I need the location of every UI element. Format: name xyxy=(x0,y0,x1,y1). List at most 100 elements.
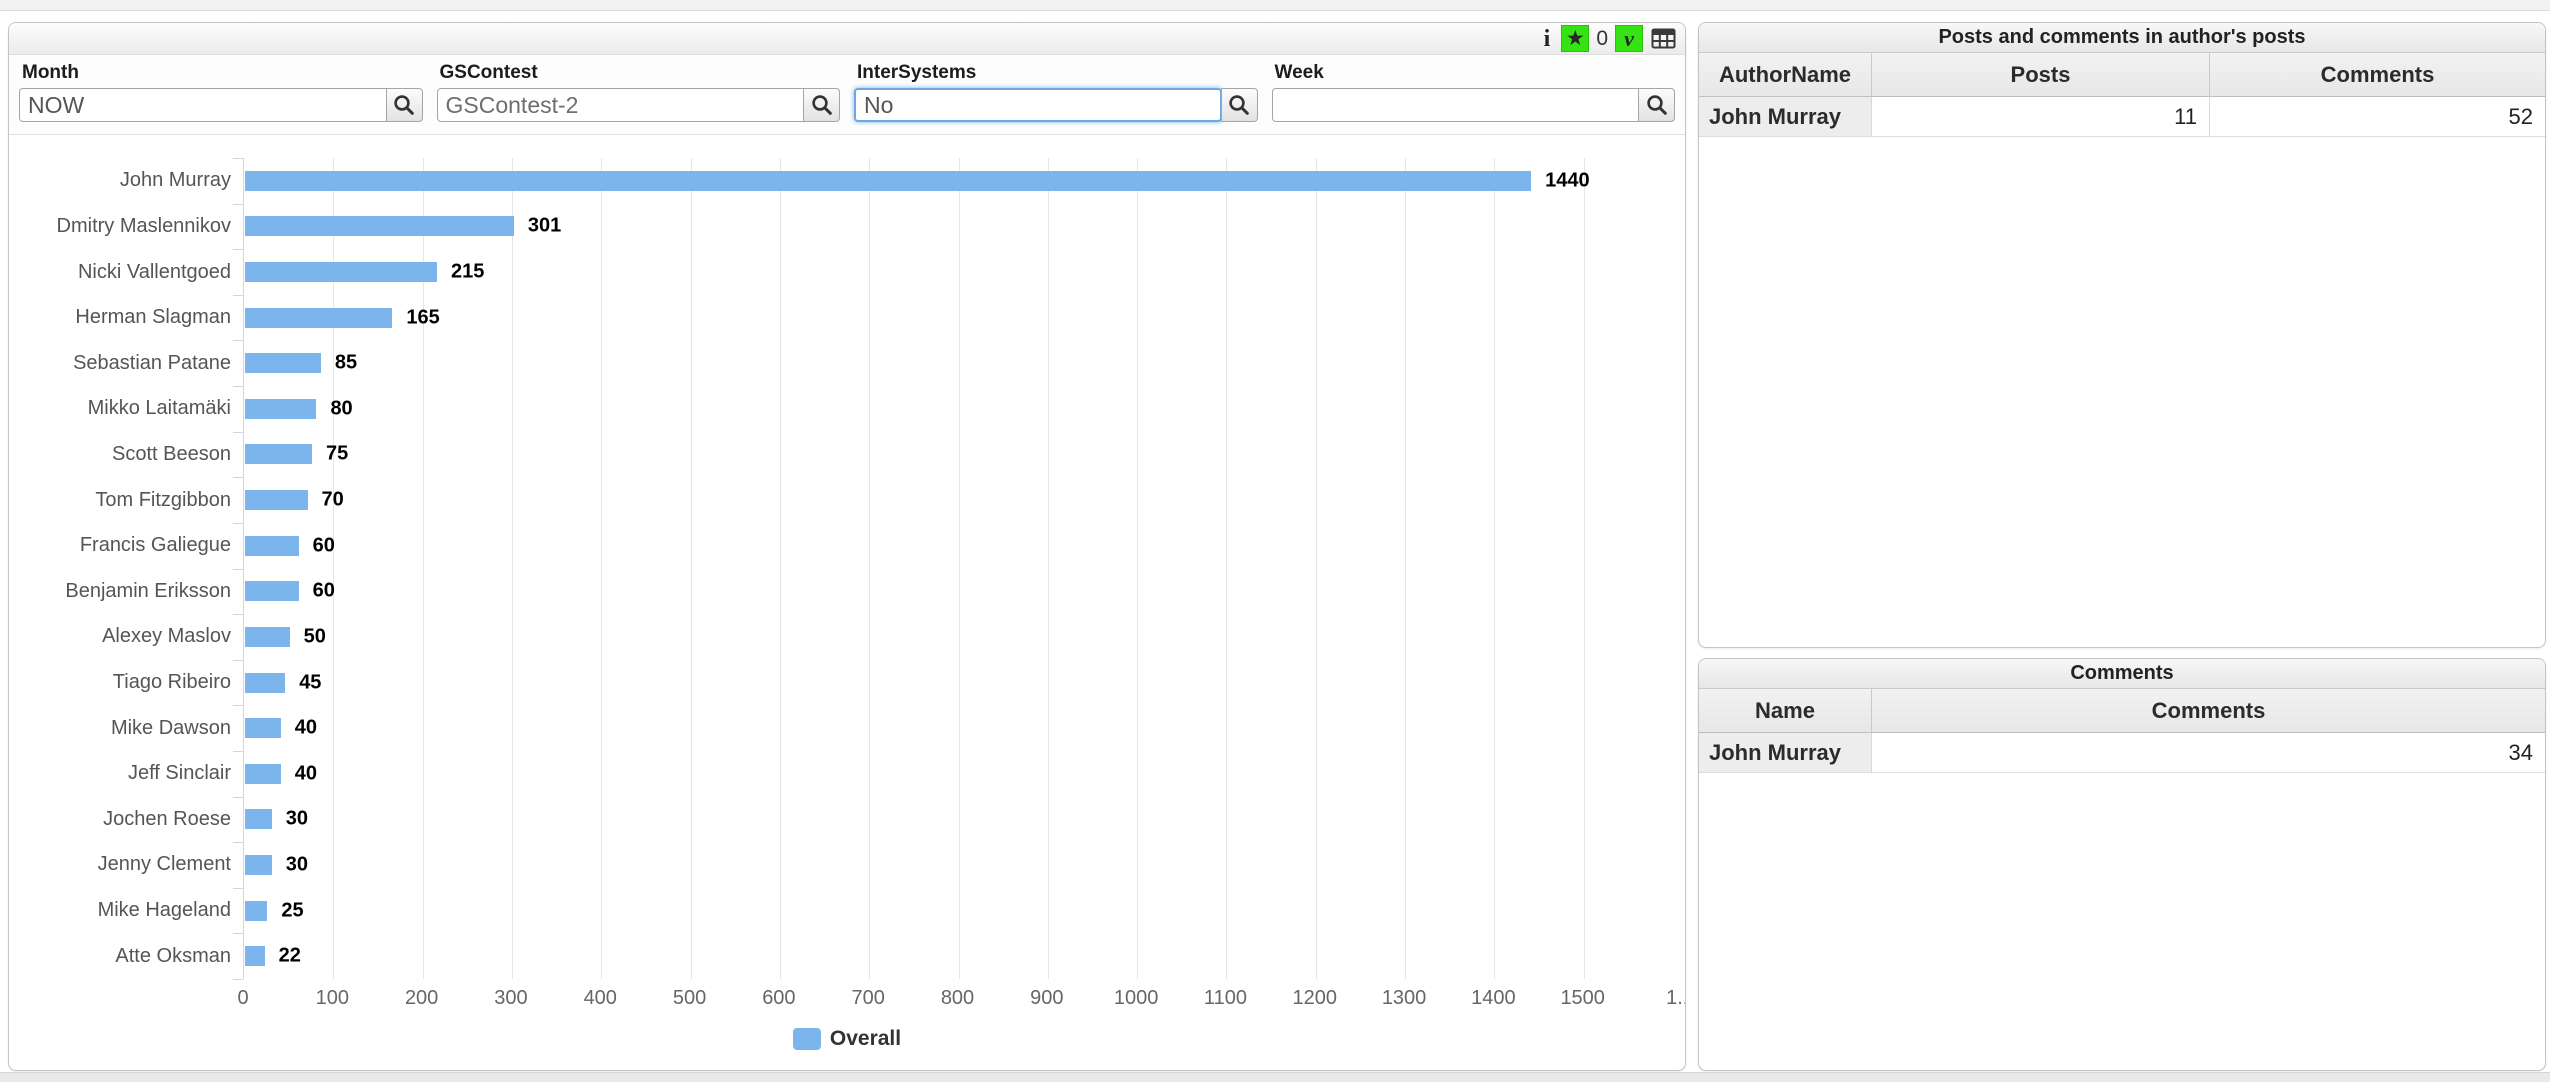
x-tick-label: 1200 xyxy=(1293,987,1338,1010)
data-label: 1440 xyxy=(1545,169,1590,192)
bar-jochen-roese[interactable] xyxy=(245,809,272,829)
table-view-button[interactable] xyxy=(1650,25,1677,52)
bar-sebastian-patane[interactable] xyxy=(245,353,321,373)
data-label: 60 xyxy=(313,534,335,557)
cell-posts: 11 xyxy=(1872,97,2210,137)
category-label: Mikko Laitamäki xyxy=(9,386,231,432)
intersystems-search-button[interactable] xyxy=(1221,88,1258,122)
x-tick-label: 700 xyxy=(852,987,885,1010)
check-button[interactable]: v xyxy=(1615,25,1643,52)
category-tick xyxy=(233,477,243,478)
x-tick-label: 800 xyxy=(941,987,974,1010)
filter-gscontest: GSContest xyxy=(437,59,841,122)
x-tick-label: 200 xyxy=(405,987,438,1010)
filter-bar: Month GSContest InterSystems xyxy=(9,55,1685,135)
bar-mikko-laitam-ki[interactable] xyxy=(245,399,316,419)
search-icon xyxy=(392,93,416,117)
bar-tiago-ribeiro[interactable] xyxy=(245,673,285,693)
filter-month-label: Month xyxy=(22,62,423,84)
bar-dmitry-maslennikov[interactable] xyxy=(245,216,514,236)
bar-herman-slagman[interactable] xyxy=(245,308,392,328)
col-comments[interactable]: Comments xyxy=(1872,689,2545,733)
category-tick xyxy=(233,158,243,159)
data-label: 50 xyxy=(304,625,326,648)
cell-comments: 52 xyxy=(2210,97,2545,137)
bar-row: 45 xyxy=(244,660,1672,706)
x-tick-label: 1500 xyxy=(1560,987,1605,1010)
info-icon[interactable]: i xyxy=(1540,27,1555,51)
bar-mike-hageland[interactable] xyxy=(245,901,267,921)
x-tick-label: 400 xyxy=(584,987,617,1010)
col-comments[interactable]: Comments xyxy=(2210,53,2545,97)
category-tick xyxy=(233,523,243,524)
plot-area: 1440301215165858075706060504540403030252… xyxy=(243,158,1672,979)
data-label: 215 xyxy=(451,261,484,284)
category-label: Jeff Sinclair xyxy=(9,751,231,797)
bar-nicki-vallentgoed[interactable] xyxy=(245,262,437,282)
category-label: John Murray xyxy=(9,158,231,204)
bar-row: 30 xyxy=(244,797,1672,843)
category-tick xyxy=(233,751,243,752)
data-label: 40 xyxy=(295,717,317,740)
filter-week: Week xyxy=(1272,59,1676,122)
widget-toolbar: i ★ 0 v xyxy=(9,23,1685,55)
bar-benjamin-eriksson[interactable] xyxy=(245,581,299,601)
bar-row: 80 xyxy=(244,386,1672,432)
category-tick xyxy=(233,295,243,296)
bar-atte-oksman[interactable] xyxy=(245,946,265,966)
data-label: 165 xyxy=(406,306,439,329)
data-label: 30 xyxy=(286,853,308,876)
cell-comments: 34 xyxy=(1872,733,2545,773)
posts-comments-widget: Posts and comments in author's posts Aut… xyxy=(1698,22,2546,648)
favorite-star-button[interactable]: ★ xyxy=(1561,25,1589,52)
bar-jeff-sinclair[interactable] xyxy=(245,764,281,784)
week-input[interactable] xyxy=(1272,88,1640,122)
bar-john-murray[interactable] xyxy=(245,171,1531,191)
search-icon xyxy=(1227,93,1251,117)
bar-row: 70 xyxy=(244,477,1672,523)
posts-table-header: AuthorName Posts Comments xyxy=(1699,53,2545,97)
category-tick xyxy=(233,797,243,798)
category-label: Tom Fitzgibbon xyxy=(9,477,231,523)
bar-row: 301 xyxy=(244,204,1672,250)
category-tick xyxy=(233,888,243,889)
category-tick xyxy=(233,842,243,843)
bar-row: 215 xyxy=(244,249,1672,295)
month-search-button[interactable] xyxy=(386,88,423,122)
category-tick xyxy=(233,614,243,615)
filter-week-label: Week xyxy=(1275,62,1676,84)
gscontest-search-button[interactable] xyxy=(803,88,840,122)
comments-table-header: Name Comments xyxy=(1699,689,2545,733)
bar-francis-galiegue[interactable] xyxy=(245,536,299,556)
bar-jenny-clement[interactable] xyxy=(245,855,272,875)
x-axis-labels: 0100200300400500600700800900100011001200… xyxy=(243,987,1686,1015)
x-tick-label: 0 xyxy=(237,987,248,1010)
category-label: Nicki Vallentgoed xyxy=(9,249,231,295)
bar-row: 60 xyxy=(244,569,1672,615)
x-tick-label: 900 xyxy=(1030,987,1063,1010)
x-tick-label: 1000 xyxy=(1114,987,1159,1010)
col-posts[interactable]: Posts xyxy=(1872,53,2210,97)
bar-scott-beeson[interactable] xyxy=(245,444,312,464)
chart-legend[interactable]: Overall xyxy=(9,1027,1685,1051)
table-row[interactable]: John Murray 11 52 xyxy=(1699,97,2545,137)
filter-month: Month xyxy=(19,59,423,122)
legend-label: Overall xyxy=(830,1027,901,1051)
intersystems-input[interactable] xyxy=(854,88,1222,122)
month-input[interactable] xyxy=(19,88,387,122)
table-row[interactable]: John Murray 34 xyxy=(1699,733,2545,773)
gscontest-input[interactable] xyxy=(437,88,805,122)
category-tick xyxy=(233,340,243,341)
filter-intersystems-label: InterSystems xyxy=(857,62,1258,84)
bar-mike-dawson[interactable] xyxy=(245,718,281,738)
week-search-button[interactable] xyxy=(1638,88,1675,122)
col-authorname[interactable]: AuthorName xyxy=(1699,53,1872,97)
category-label: Mike Dawson xyxy=(9,705,231,751)
cell-author: John Murray xyxy=(1699,97,1872,137)
col-name[interactable]: Name xyxy=(1699,689,1872,733)
x-tick-label: 600 xyxy=(762,987,795,1010)
bar-tom-fitzgibbon[interactable] xyxy=(245,490,308,510)
category-tick xyxy=(233,979,243,980)
bar-alexey-maslov[interactable] xyxy=(245,627,290,647)
search-icon xyxy=(810,93,834,117)
